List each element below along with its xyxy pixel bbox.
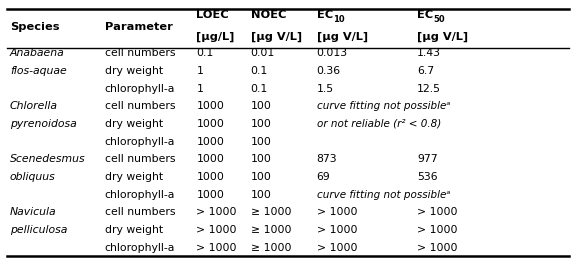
Text: 1.5: 1.5 (317, 84, 334, 94)
Text: 12.5: 12.5 (417, 84, 441, 94)
Text: LOEC: LOEC (196, 11, 229, 21)
Text: curve fitting not possibleᵃ: curve fitting not possibleᵃ (317, 190, 450, 200)
Text: Parameter: Parameter (105, 22, 172, 32)
Text: 100: 100 (251, 190, 272, 200)
Text: 536: 536 (417, 172, 438, 182)
Text: > 1000: > 1000 (196, 207, 237, 217)
Text: Scenedesmus: Scenedesmus (10, 154, 86, 164)
Text: 6.7: 6.7 (417, 66, 434, 76)
Text: 100: 100 (251, 101, 272, 111)
Text: 100: 100 (251, 137, 272, 147)
Text: Navicula: Navicula (10, 207, 56, 217)
Text: 1000: 1000 (196, 154, 224, 164)
Text: cell numbers: cell numbers (105, 48, 175, 58)
Text: chlorophyll-a: chlorophyll-a (105, 84, 175, 94)
Text: 0.1: 0.1 (196, 48, 214, 58)
Text: ≥ 1000: ≥ 1000 (251, 242, 291, 252)
Text: Chlorella: Chlorella (10, 101, 58, 111)
Text: 50: 50 (433, 15, 445, 24)
Text: 0.1: 0.1 (251, 66, 268, 76)
Text: 0.1: 0.1 (251, 84, 268, 94)
Text: obliquus: obliquus (10, 172, 56, 182)
Text: dry weight: dry weight (105, 225, 162, 235)
Text: chlorophyll-a: chlorophyll-a (105, 190, 175, 200)
Text: Species: Species (10, 22, 59, 32)
Text: pyrenoidosa: pyrenoidosa (10, 119, 77, 129)
Text: 1000: 1000 (196, 119, 224, 129)
Text: EC: EC (417, 11, 433, 21)
Text: EC: EC (317, 11, 333, 21)
Text: curve fitting not possibleᵃ: curve fitting not possibleᵃ (317, 101, 450, 111)
Text: 1000: 1000 (196, 190, 224, 200)
Text: [µg V/L]: [µg V/L] (417, 32, 468, 42)
Text: cell numbers: cell numbers (105, 101, 175, 111)
Text: dry weight: dry weight (105, 172, 162, 182)
Text: 10: 10 (333, 15, 344, 24)
Text: pelliculosa: pelliculosa (10, 225, 67, 235)
Text: > 1000: > 1000 (417, 225, 457, 235)
Text: > 1000: > 1000 (317, 242, 357, 252)
Text: 69: 69 (317, 172, 331, 182)
Text: 873: 873 (317, 154, 338, 164)
Text: NOEC: NOEC (251, 11, 286, 21)
Text: 1000: 1000 (196, 172, 224, 182)
Text: [µg V/L]: [µg V/L] (317, 32, 368, 42)
Text: Anabaena: Anabaena (10, 48, 65, 58)
Text: cell numbers: cell numbers (105, 154, 175, 164)
Text: > 1000: > 1000 (196, 225, 237, 235)
Text: [µg/L]: [µg/L] (196, 32, 234, 42)
Text: 1: 1 (196, 84, 203, 94)
Text: dry weight: dry weight (105, 66, 162, 76)
Text: 0.013: 0.013 (317, 48, 348, 58)
Text: > 1000: > 1000 (317, 207, 357, 217)
Text: 100: 100 (251, 119, 272, 129)
Text: 1: 1 (196, 66, 203, 76)
Text: 0.01: 0.01 (251, 48, 275, 58)
Text: chlorophyll-a: chlorophyll-a (105, 242, 175, 252)
Text: 100: 100 (251, 172, 272, 182)
Text: or not reliable (r² < 0.8): or not reliable (r² < 0.8) (317, 119, 441, 129)
Text: 1000: 1000 (196, 137, 224, 147)
Text: ≥ 1000: ≥ 1000 (251, 207, 291, 217)
Text: > 1000: > 1000 (417, 242, 457, 252)
Text: chlorophyll-a: chlorophyll-a (105, 137, 175, 147)
Text: dry weight: dry weight (105, 119, 162, 129)
Text: cell numbers: cell numbers (105, 207, 175, 217)
Text: > 1000: > 1000 (317, 225, 357, 235)
Text: [µg V/L]: [µg V/L] (251, 32, 302, 42)
Text: flos-aquae: flos-aquae (10, 66, 67, 76)
Text: ≥ 1000: ≥ 1000 (251, 225, 291, 235)
Text: 100: 100 (251, 154, 272, 164)
Text: 1.43: 1.43 (417, 48, 441, 58)
Text: 977: 977 (417, 154, 438, 164)
Text: 0.36: 0.36 (317, 66, 341, 76)
Text: 1000: 1000 (196, 101, 224, 111)
Text: > 1000: > 1000 (196, 242, 237, 252)
Text: > 1000: > 1000 (417, 207, 457, 217)
